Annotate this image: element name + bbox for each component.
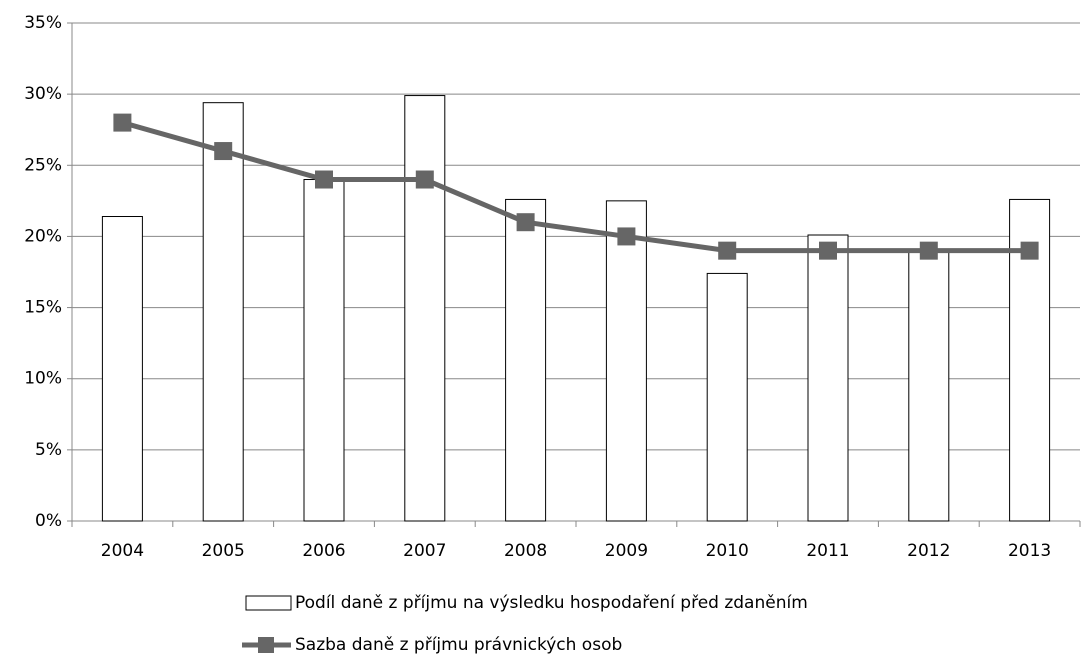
bar xyxy=(202,102,244,522)
x-tick-label: 2010 xyxy=(706,541,749,561)
bar xyxy=(505,198,547,522)
y-tick-label: 30% xyxy=(24,84,62,104)
bar xyxy=(605,200,647,522)
marker xyxy=(617,227,636,246)
marker xyxy=(113,113,132,132)
legend-label: Sazba daně z příjmu právnických osob xyxy=(295,635,622,655)
x-tick-label: 2013 xyxy=(1008,541,1051,561)
y-tick-label: 10% xyxy=(24,369,62,389)
marker xyxy=(214,142,233,161)
y-tick-label: 20% xyxy=(24,226,62,246)
x-tick-label: 2008 xyxy=(504,541,547,561)
bar xyxy=(807,234,849,522)
marker xyxy=(516,213,535,232)
marker xyxy=(718,241,737,260)
bar xyxy=(303,179,345,522)
x-tick-label: 2012 xyxy=(907,541,950,561)
y-tick-label: 25% xyxy=(24,155,62,175)
y-tick-label: 15% xyxy=(24,298,62,318)
bar xyxy=(404,95,446,522)
marker xyxy=(819,241,837,260)
marker xyxy=(919,241,938,260)
x-tick-label: 2004 xyxy=(101,541,144,561)
x-tick-label: 2009 xyxy=(605,541,648,561)
y-tick-label: 35% xyxy=(24,13,62,33)
x-tick-label: 2006 xyxy=(302,541,345,561)
bar xyxy=(908,250,950,522)
line xyxy=(121,120,1030,254)
legend-label: Podíl daně z příjmu na výsledku hospodař… xyxy=(295,593,808,613)
x-tick-label: 2011 xyxy=(806,541,849,561)
x-tick-label: 2005 xyxy=(202,541,245,561)
y-tick-label: 0% xyxy=(35,511,62,531)
bar xyxy=(706,272,748,522)
marker xyxy=(315,170,333,189)
x-tick-label: 2007 xyxy=(403,541,446,561)
y-tick-label: 5% xyxy=(35,440,62,460)
marker xyxy=(415,170,434,189)
bar xyxy=(101,216,143,522)
marker xyxy=(1020,241,1039,260)
legend-marker xyxy=(258,637,274,653)
legend-swatch xyxy=(245,595,292,611)
